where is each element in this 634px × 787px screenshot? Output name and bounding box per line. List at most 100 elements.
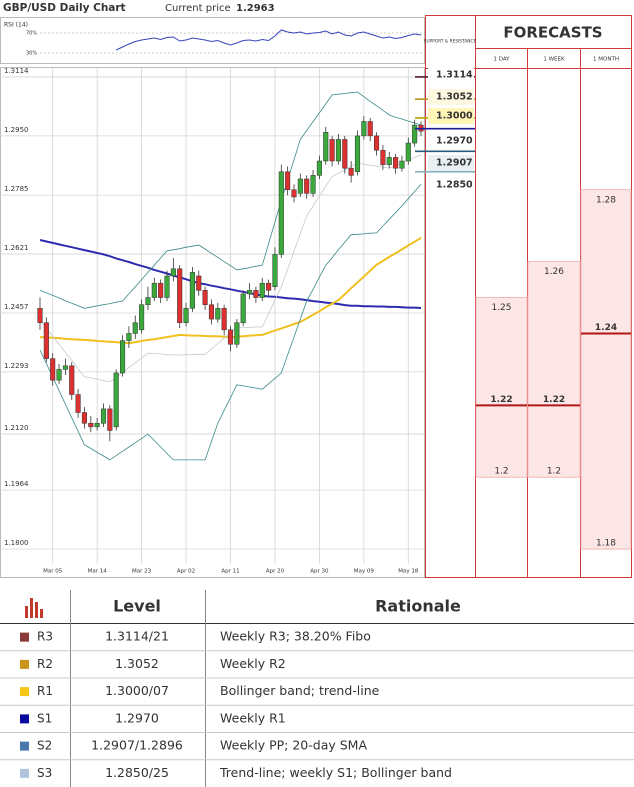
horizon-label: 1 MONTH: [593, 57, 619, 63]
y-tick-label: 1.2457: [4, 303, 29, 311]
y-tick-label: 1.1964: [4, 480, 29, 488]
y-tick-label: 1.2621: [4, 244, 29, 252]
table-header: Rationale: [375, 597, 461, 616]
row-name: R3: [37, 630, 53, 644]
forecast-title: FORECASTS: [503, 24, 602, 42]
candle-body: [81, 412, 88, 424]
candle-body: [94, 423, 100, 428]
y-tick-label: 30%: [26, 51, 37, 57]
x-tick-label: Apr 02: [177, 569, 195, 575]
rsi-line: [115, 29, 422, 51]
row-rationale: Trend-line; weekly S1; Bollinger band: [219, 765, 452, 780]
candle-body: [208, 304, 214, 320]
level-box: [428, 177, 474, 193]
candle-body: [342, 139, 348, 169]
candle-body: [126, 333, 132, 341]
table-icon: [25, 598, 43, 618]
candle-body: [170, 268, 176, 277]
row-swatch: [20, 632, 29, 642]
overlay-line: [39, 91, 422, 309]
row-name: R2: [37, 657, 53, 671]
overlay-line: [39, 239, 422, 309]
candle-body: [367, 121, 373, 137]
sr-header: SUPPORT & RESISTANCE: [424, 39, 477, 45]
horizon-label: 1 DAY: [493, 57, 510, 63]
forecast-lower: [475, 404, 528, 478]
candle-body: [348, 167, 354, 176]
row-level: 1.2850/25: [105, 765, 169, 780]
y-tick-label: 1.2785: [4, 185, 29, 193]
candle-body: [240, 293, 246, 323]
level-box: [428, 108, 474, 124]
row-name: S1: [37, 711, 52, 725]
x-tick-label: Mar 05: [43, 569, 63, 575]
level-box: [428, 89, 474, 105]
forecast-high-label: 1.25: [491, 303, 511, 313]
forecast-frame: [425, 15, 632, 578]
candle-body: [100, 408, 107, 424]
y-tick-label: 1.3114: [4, 67, 29, 75]
x-tick-label: Apr 11: [221, 569, 239, 575]
candle-body: [361, 121, 367, 137]
candle-body: [354, 135, 361, 173]
forecast-median-label: 1.22: [490, 395, 512, 405]
x-tick-label: Apr 20: [266, 569, 285, 575]
candle-body: [107, 408, 113, 431]
candle-body: [386, 157, 392, 165]
x-tick-label: May 18: [398, 569, 419, 575]
candle-body: [399, 160, 405, 169]
row-name: S2: [37, 739, 52, 753]
candle-body: [278, 171, 284, 255]
candle-body: [374, 135, 380, 151]
row-swatch: [20, 741, 29, 751]
row-rationale: Weekly R2: [220, 656, 286, 671]
candle-body: [272, 254, 278, 288]
candle-body: [202, 290, 208, 305]
row-name: R1: [37, 684, 53, 698]
forecast-upper: [527, 261, 581, 406]
candle-body: [132, 322, 138, 334]
row-swatch: [20, 714, 29, 724]
forecast-upper: [580, 189, 632, 334]
y-tick-label: 1.2120: [4, 424, 29, 432]
candle-body: [266, 282, 272, 291]
rsi-frame: [0, 17, 425, 64]
x-tick-label: May 09: [354, 569, 375, 575]
level-label: 1.2907: [436, 158, 473, 169]
forecast-upper: [475, 297, 528, 406]
level-label: 1.2970: [436, 136, 473, 147]
candle-body: [69, 365, 75, 395]
price-value: 1.2963: [236, 3, 275, 14]
row-level: 1.3114/21: [105, 629, 169, 644]
row-name: S3: [37, 766, 52, 780]
x-tick-label: Mar 14: [88, 569, 108, 575]
candle-body: [297, 178, 303, 194]
candle-body: [215, 308, 221, 320]
y-tick-label: 70%: [26, 31, 37, 37]
candle-body: [335, 139, 341, 162]
row-swatch: [20, 768, 29, 778]
candle-body: [259, 282, 265, 298]
candle-body: [393, 157, 399, 169]
candle-body: [62, 365, 68, 370]
forecast-high-label: 1.28: [596, 195, 616, 205]
level-box: [428, 133, 474, 149]
candle-body: [412, 124, 418, 144]
candle-body: [221, 308, 227, 331]
level-label: 1.3000: [436, 111, 473, 122]
level-label: 1.2850: [436, 180, 473, 191]
candle-body: [291, 189, 297, 198]
row-level: 1.2907/1.2896: [91, 738, 183, 753]
candle-body: [145, 297, 151, 305]
candle-body: [113, 372, 119, 428]
y-tick-label: 1.2950: [4, 126, 29, 134]
level-label: 1.3052: [436, 92, 473, 103]
candle-body: [139, 304, 145, 331]
candle-body: [234, 322, 240, 345]
candle-body: [253, 290, 259, 298]
plot-frame: [0, 67, 425, 578]
row-rationale: Weekly R3; 38.20% Fibo: [220, 629, 371, 644]
forecast-median-label: 1.24: [595, 323, 617, 333]
